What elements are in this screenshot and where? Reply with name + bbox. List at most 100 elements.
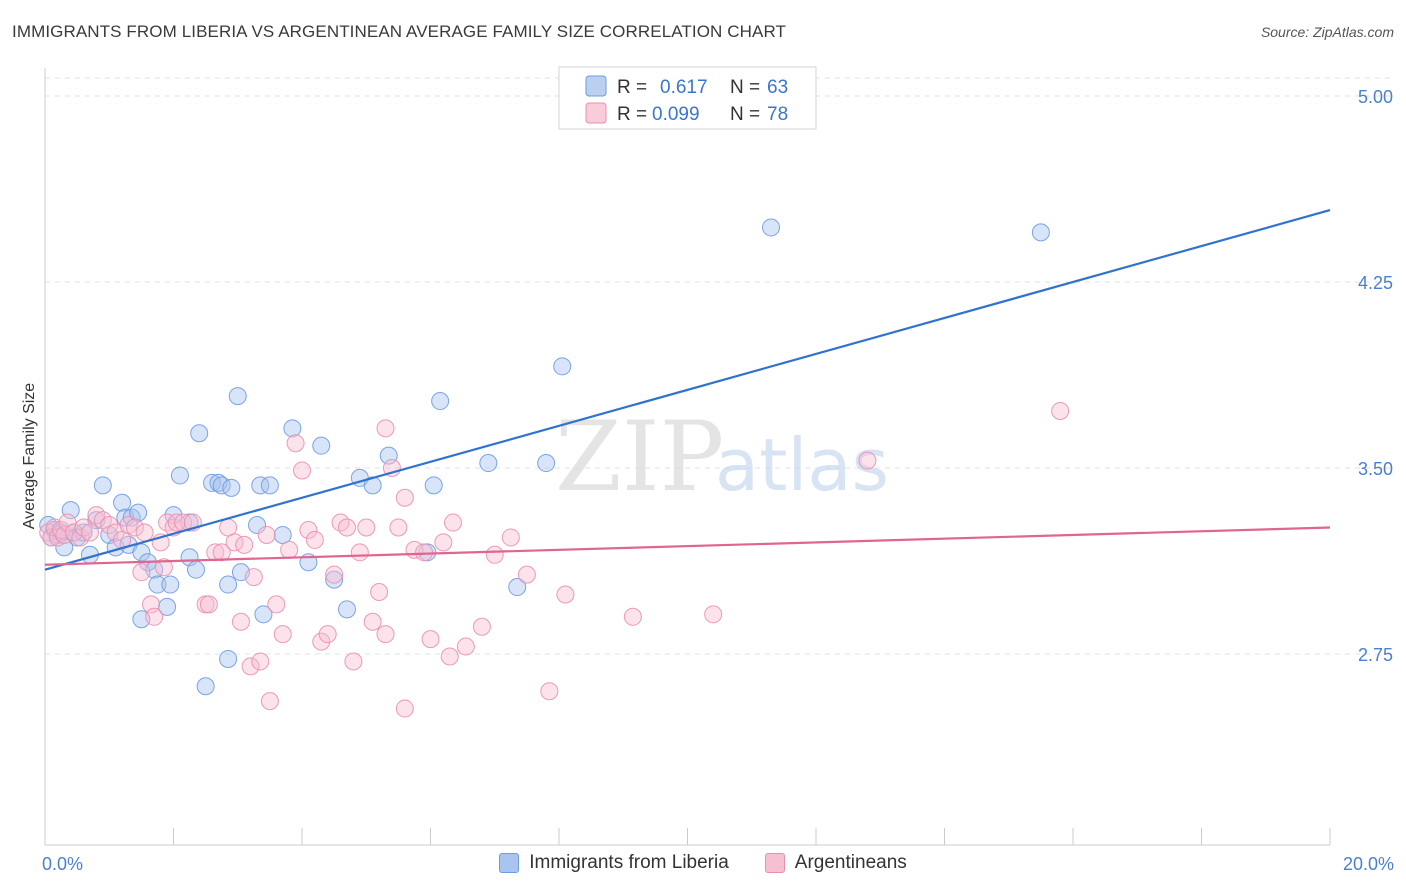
argentineans-point-49 [312,632,331,651]
argentineans-point-70 [472,617,491,636]
tick-labels: 2.75 3.50 4.25 5.00 0.0% 20.0% [42,87,1394,874]
argentineans-point-47 [299,521,318,539]
argentineans-point-41 [260,692,279,711]
liberia-point-46 [273,525,292,544]
liberia-point-39 [219,649,238,668]
legend-r-value-2: 0.099 [652,104,700,125]
y-tick-label-0: 2.75 [1358,645,1393,665]
watermark: ZIP atlas [555,401,889,513]
argentineans-point-43 [273,625,292,644]
liberia-point-58 [508,578,527,597]
liberia-point-24 [158,597,177,616]
liberia-point-47 [283,419,302,438]
legend-n-value-1: 63 [767,77,788,98]
argentineans-point-78 [858,451,877,470]
argentineans-point-59 [376,625,395,644]
liberia-point-28 [170,466,189,485]
liberia-point-49 [312,436,331,455]
y-tick-label-1: 3.50 [1358,459,1393,479]
legend-n-value-2: 78 [767,104,788,125]
bottom-legend-label-argentineans: Argentineans [794,852,907,873]
y-tick-label-2: 4.25 [1358,273,1393,293]
source-label: Source: ZipAtlas.com [1260,24,1394,40]
argentineans-point-81 [376,419,395,438]
liberia-point-40 [228,387,247,406]
argentineans-point-53 [337,518,356,537]
legend-swatch-argentineans [585,102,607,124]
liberia-point-61 [762,218,781,237]
argentineans-point-61 [389,518,408,537]
argentineans-point-69 [456,637,475,656]
argentineans-point-55 [350,543,369,562]
liberia-point-38 [196,677,215,696]
argentineans-point-18 [132,563,151,582]
series-argentineans-points [39,401,1070,718]
liberia-point-60 [553,357,572,376]
x-tick-label-0: 0.0% [42,854,83,874]
liberia-point-42 [248,516,267,535]
trend-lines [44,209,1331,571]
argentineans-point-32 [212,543,231,562]
argentineans-point-23 [154,558,173,577]
argentineans-point-68 [443,513,462,532]
argentineans-point-73 [517,565,536,584]
argentineans-point-21 [145,607,164,626]
axes [44,68,1331,846]
argentineans-point-42 [267,595,286,614]
argentineans-point-71 [485,545,504,564]
argentineans-point-57 [363,612,382,631]
liberia-point-55 [431,392,450,411]
trend-line-argentineans [44,526,1331,566]
argentineans-point-56 [357,518,376,537]
liberia-point-59 [537,454,556,473]
argentineans-point-50 [318,625,337,644]
argentineans-point-19 [135,523,154,542]
legend-n-label-2: N = [730,104,760,125]
argentineans-point-6 [58,513,77,532]
liberia-point-37 [222,478,241,497]
chart-title: IMMIGRANTS FROM LIBERIA VS ARGENTINEAN A… [12,22,787,41]
argentineans-point-75 [556,585,575,604]
argentineans-point-45 [286,434,305,453]
liberia-point-32 [190,424,209,443]
argentineans-point-17 [125,518,144,537]
argentineans-point-10 [80,523,99,542]
argentineans-point-39 [251,652,270,671]
legend-r-label-2: R = [617,104,647,125]
argentineans-point-8 [71,528,90,547]
liberia-point-23 [148,575,167,594]
legend-r-value-1: 0.617 [660,77,708,98]
bottom-legend-swatch-liberia [499,853,520,873]
bottom-legend: Immigrants from Liberia Argentineans [0,852,1406,874]
liberia-point-62 [1031,223,1050,242]
argentineans-point-37 [241,657,260,676]
liberia-point-43 [251,476,270,495]
argentineans-point-58 [370,583,389,601]
argentineans-point-62 [395,488,414,507]
argentineans-point-77 [704,605,723,624]
argentineans-point-30 [199,595,218,614]
argentineans-point-72 [501,528,520,547]
argentineans-point-66 [434,533,453,552]
bottom-legend-item-argentineans: Argentineans [764,852,907,874]
liberia-point-26 [161,575,180,594]
y-tick-label-3: 5.00 [1358,87,1393,107]
y-axis-label: Average Family Size [21,383,38,530]
argentineans-point-54 [344,652,363,671]
liberia-point-12 [93,476,112,495]
argentineans-point-48 [305,530,324,549]
argentineans-point-76 [623,607,642,626]
legend-r-label-1: R = [617,77,647,98]
argentineans-point-51 [325,565,344,584]
argentineans-point-38 [244,568,263,587]
legend-swatch-liberia [585,75,607,97]
liberia-point-31 [186,560,205,579]
argentineans-point-67 [440,647,459,666]
series-liberia-points [39,218,1050,696]
argentineans-point-26 [167,513,186,532]
liberia-point-56 [424,476,443,495]
liberia-point-51 [337,600,356,619]
argentineans-point-40 [257,525,276,544]
liberia-point-19 [129,503,148,522]
